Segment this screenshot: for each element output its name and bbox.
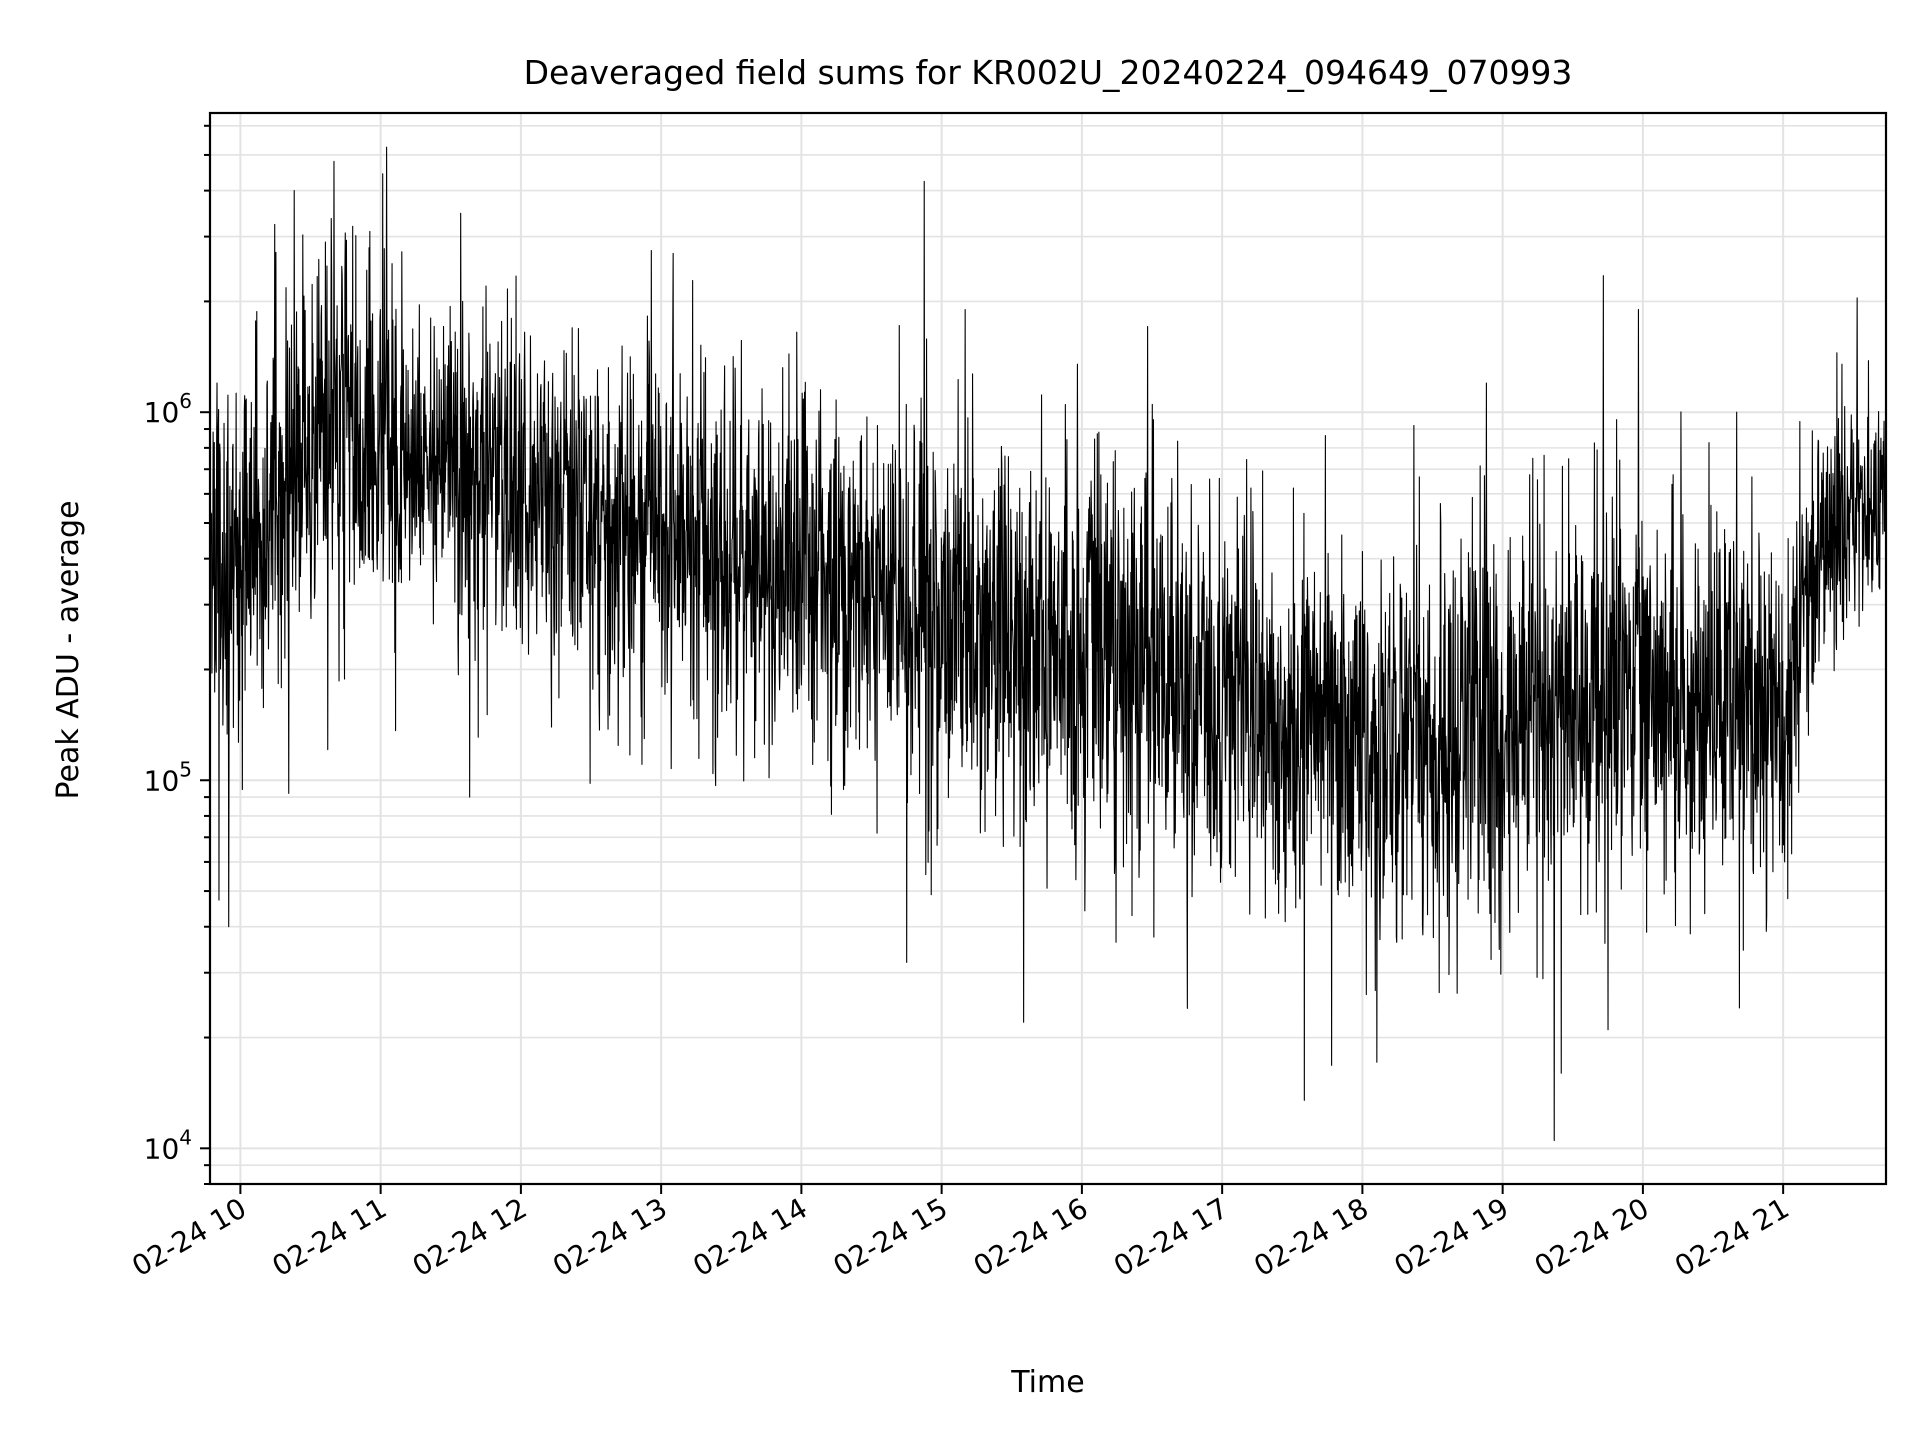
chart-title: Deaveraged field sums for KR002U_2024022… <box>524 53 1573 92</box>
x-tick-label: 02-24 15 <box>828 1191 954 1283</box>
plot-area-frame <box>208 111 1888 1186</box>
series-layer <box>209 146 1887 1142</box>
y-axis-label: Peak ADU - average <box>51 500 86 799</box>
data-series-line <box>209 146 1887 1142</box>
x-tick-label: 02-24 20 <box>1529 1191 1655 1283</box>
x-tick-label: 02-24 17 <box>1108 1191 1234 1283</box>
x-axis-label: Time <box>1010 1365 1084 1400</box>
x-axis: 02-24 10 02-24 11 02-24 12 02-24 13 02-24 14… <box>126 1184 1795 1283</box>
y-tick-label: 106 <box>144 389 192 429</box>
x-tick-label: 02-24 10 <box>126 1191 252 1283</box>
x-tick-label: 02-24 12 <box>407 1191 533 1283</box>
x-tick-label: 02-24 14 <box>687 1191 813 1283</box>
x-tick-label: 02-24 11 <box>267 1191 393 1283</box>
y-axis: 104 105 106 <box>144 124 210 1185</box>
y-tick-label: 104 <box>144 1125 192 1165</box>
x-tick-label: 02-24 18 <box>1248 1191 1374 1283</box>
x-tick-label: 02-24 19 <box>1389 1191 1515 1283</box>
y-tick-label: 105 <box>144 757 192 797</box>
x-tick-label: 02-24 21 <box>1669 1191 1795 1283</box>
x-tick-label: 02-24 13 <box>547 1191 673 1283</box>
x-tick-label: 02-24 16 <box>968 1191 1094 1283</box>
